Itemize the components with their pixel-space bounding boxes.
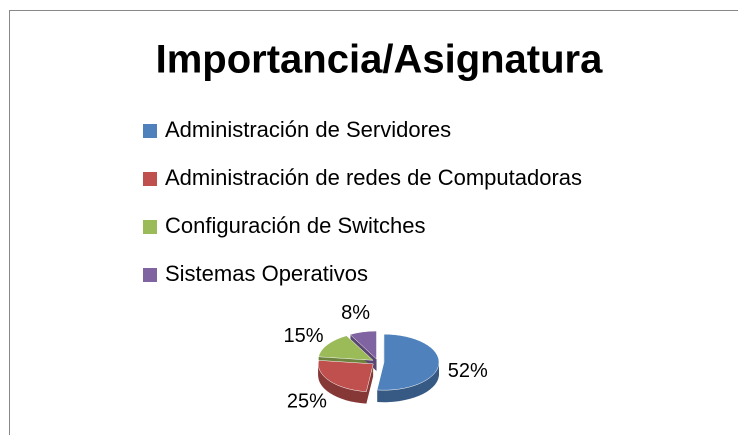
legend-swatch — [143, 220, 157, 234]
legend-label: Administración de redes de Computadoras — [165, 165, 582, 190]
legend-swatch — [143, 172, 157, 186]
legend-label: Administración de Servidores — [165, 117, 451, 142]
slice — [318, 360, 374, 392]
data-label: 25% — [287, 391, 327, 413]
chart-title: Importancia/Asignatura — [156, 38, 604, 82]
slice — [318, 335, 374, 361]
slice — [376, 333, 440, 391]
legend-swatch — [143, 268, 157, 282]
data-label: 15% — [284, 325, 324, 347]
legend-label: Configuración de Switches — [165, 213, 425, 238]
data-label: 52% — [448, 360, 488, 382]
data-label: 8% — [341, 302, 370, 324]
slice — [349, 330, 377, 360]
legend-label: Sistemas Operativos — [165, 261, 368, 286]
legend-swatch — [143, 124, 157, 138]
